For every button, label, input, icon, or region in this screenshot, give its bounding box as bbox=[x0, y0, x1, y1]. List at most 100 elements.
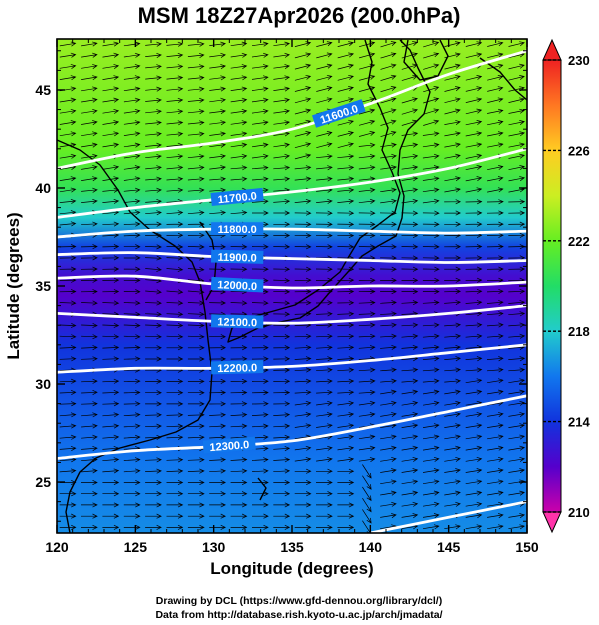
wind-vector bbox=[422, 367, 440, 373]
wind-vector bbox=[251, 412, 269, 418]
wind-vector bbox=[209, 378, 226, 384]
wind-vector bbox=[465, 434, 483, 440]
wind-vector bbox=[337, 412, 355, 418]
wind-vector bbox=[380, 97, 397, 104]
wind-vector bbox=[102, 108, 120, 114]
wind-vector bbox=[337, 198, 355, 204]
wind-vector bbox=[251, 142, 269, 148]
wind-vector bbox=[358, 412, 376, 418]
wind-vector bbox=[273, 479, 291, 486]
colorbar-tick-label: 226 bbox=[568, 143, 590, 158]
wind-vector bbox=[145, 390, 162, 396]
wind-vector bbox=[380, 490, 397, 496]
wind-vector bbox=[123, 468, 141, 474]
wind-vector bbox=[422, 378, 440, 384]
wind-vector bbox=[380, 389, 397, 395]
wind-vector bbox=[401, 289, 419, 295]
wind-vector bbox=[123, 423, 141, 429]
wind-vector bbox=[294, 266, 312, 272]
wind-vector bbox=[401, 277, 419, 283]
wind-vector bbox=[123, 502, 141, 508]
wind-vector bbox=[59, 198, 77, 204]
wind-vector bbox=[422, 356, 440, 362]
wind-vector bbox=[465, 108, 483, 115]
wind-vector bbox=[359, 74, 376, 81]
wind-vector bbox=[444, 490, 461, 496]
wind-vector bbox=[102, 176, 120, 182]
wind-vector bbox=[486, 221, 504, 227]
wind-vector bbox=[465, 266, 483, 272]
wind-vector bbox=[123, 97, 141, 103]
wind-vector bbox=[337, 154, 355, 159]
wind-vector bbox=[380, 221, 397, 227]
wind-vector bbox=[444, 367, 462, 373]
wind-vector bbox=[230, 334, 248, 340]
wind-vector bbox=[422, 198, 440, 204]
wind-vector bbox=[422, 165, 440, 171]
wind-vector bbox=[337, 187, 355, 193]
wind-vector bbox=[81, 131, 98, 137]
wind-vector bbox=[102, 356, 120, 362]
wind-vector bbox=[187, 345, 205, 351]
wind-vector bbox=[358, 300, 376, 306]
wind-vector bbox=[337, 86, 354, 92]
wind-vector bbox=[80, 277, 98, 283]
wind-vector bbox=[294, 63, 312, 70]
contour-label-backdrop bbox=[211, 222, 264, 236]
wind-vector bbox=[401, 108, 418, 115]
wind-vector bbox=[59, 131, 77, 137]
wind-vector bbox=[316, 502, 333, 508]
wind-vector bbox=[166, 64, 184, 70]
x-axis-title: Longitude (degrees) bbox=[210, 559, 373, 578]
wind-vector bbox=[102, 165, 120, 170]
wind-vector bbox=[486, 210, 504, 216]
wind-vector bbox=[465, 513, 483, 519]
wind-vector bbox=[59, 142, 77, 148]
wind-vector bbox=[123, 131, 141, 137]
wind-vector bbox=[230, 266, 248, 272]
wind-vector bbox=[166, 120, 184, 126]
wind-vector bbox=[465, 277, 483, 283]
wind-vector bbox=[209, 210, 227, 216]
wind-vector bbox=[444, 423, 461, 429]
wind-vector bbox=[294, 289, 312, 295]
wind-vector bbox=[401, 131, 419, 137]
wind-vector bbox=[487, 434, 504, 440]
wind-vector bbox=[209, 41, 227, 47]
wind-vector bbox=[145, 210, 162, 216]
wind-vector bbox=[337, 513, 355, 519]
wind-vector bbox=[102, 345, 120, 351]
wind-vector bbox=[251, 108, 269, 114]
wind-vector bbox=[273, 232, 291, 239]
wind-vector bbox=[273, 300, 291, 306]
wind-vector bbox=[337, 289, 355, 295]
wind-vector bbox=[444, 41, 461, 47]
colorbar: 210 214 218 222 226 230 bbox=[542, 38, 590, 534]
wind-vector bbox=[444, 524, 461, 530]
wind-vector bbox=[423, 52, 440, 59]
wind-vector bbox=[230, 457, 248, 463]
wind-vector bbox=[145, 457, 162, 463]
wind-vector bbox=[123, 153, 141, 159]
wind-vector bbox=[362, 475, 372, 490]
wind-vector bbox=[81, 187, 98, 193]
wind-vector bbox=[81, 300, 98, 306]
wind-vector bbox=[316, 52, 333, 59]
wind-vector bbox=[487, 468, 504, 474]
height-contour-line bbox=[57, 343, 527, 374]
wind-vector bbox=[316, 513, 333, 519]
wind-vector bbox=[380, 165, 397, 171]
wind-vector bbox=[423, 63, 440, 70]
wind-vector bbox=[166, 221, 184, 227]
wind-vector bbox=[81, 75, 98, 81]
wind-vector bbox=[487, 176, 504, 182]
wind-vector bbox=[81, 97, 98, 103]
contour-label: 11800.0 bbox=[218, 224, 257, 236]
wind-vector bbox=[273, 502, 291, 508]
wind-vector bbox=[486, 322, 504, 328]
wind-vector bbox=[145, 75, 162, 81]
wind-vector bbox=[59, 423, 77, 429]
wind-vector bbox=[316, 367, 333, 373]
wind-vector bbox=[358, 289, 376, 295]
wind-vector bbox=[444, 74, 461, 81]
